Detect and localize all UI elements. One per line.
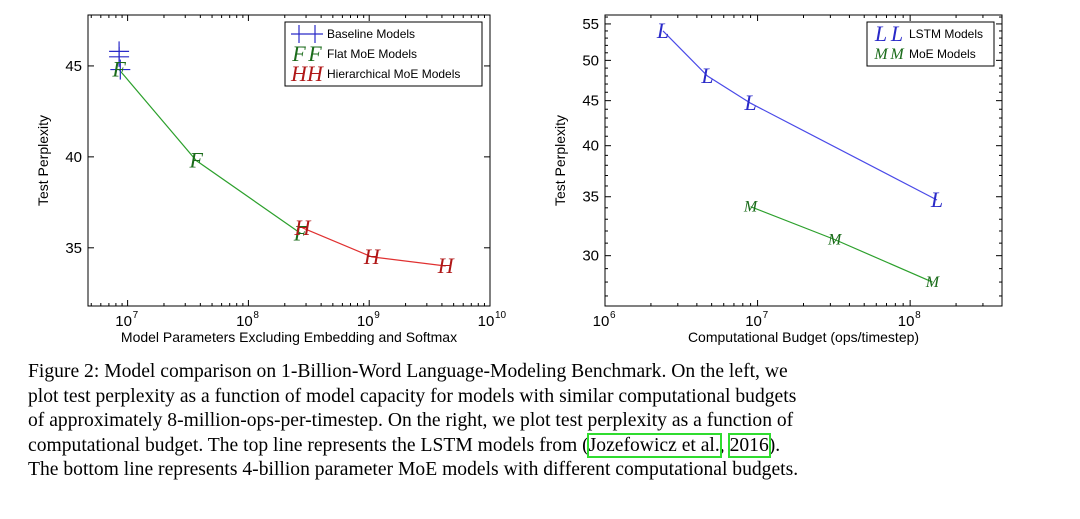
y-tick-label: 35: [582, 189, 599, 206]
y-tick-label: 40: [582, 138, 599, 155]
x-tick-label: 10: [236, 313, 253, 330]
legend-box: [284, 21, 483, 87]
x-tick-exponent: 7: [763, 310, 769, 321]
plot-frame: [87, 14, 491, 307]
data-point-marker: M: [743, 199, 759, 216]
data-point-marker: M: [925, 274, 941, 291]
legend-label: Flat MoE Models: [327, 47, 417, 61]
y-axis-label: Test Perplexity: [35, 115, 51, 206]
legend-label: Baseline Models: [327, 27, 415, 41]
caption-text: Figure 2: Model comparison on 1-Billion-…: [28, 361, 788, 382]
citation-link[interactable]: 2016: [727, 432, 771, 458]
x-tick-label: 10: [745, 313, 762, 330]
legend-swatch: M: [889, 46, 905, 63]
legend-box: [866, 21, 995, 67]
x-axis-label: Computational Budget (ops/timestep): [688, 329, 919, 345]
caption-line: of approximately 8-million-ops-per-times…: [28, 409, 1068, 434]
data-point-marker: F: [189, 148, 204, 173]
legend-swatch: L: [890, 21, 903, 46]
caption-text: The bottom line represents 4-billion par…: [28, 459, 799, 481]
legend-swatch: F: [307, 41, 322, 66]
data-point-marker: L: [656, 18, 669, 43]
x-tick-label: 10: [478, 313, 495, 330]
x-tick-exponent: 7: [133, 310, 139, 321]
x-tick-label: 10: [593, 313, 610, 330]
series-line: [750, 206, 933, 283]
data-point-marker: H: [363, 244, 381, 269]
y-tick-label: 55: [582, 16, 599, 33]
y-tick-label: 45: [65, 58, 82, 75]
x-axis-label: Model Parameters Excluding Embedding and…: [121, 329, 457, 345]
data-point-marker: L: [930, 187, 943, 212]
caption-text: of approximately 8-million-ops-per-times…: [28, 410, 794, 432]
data-point-marker: L: [743, 90, 756, 115]
citation-link[interactable]: Jozefowicz et al.: [586, 432, 722, 458]
caption-line: Figure 2: Model comparison on 1-Billion-…: [28, 360, 1068, 385]
x-tick-label: 10: [357, 313, 374, 330]
x-tick-label: 10: [898, 313, 915, 330]
series-line: [302, 227, 446, 267]
series-line: [118, 69, 301, 234]
legend-swatch: F: [291, 41, 306, 66]
data-point-plus: [109, 46, 130, 67]
legend-swatch: M: [873, 46, 889, 63]
data-point-marker: H: [437, 253, 455, 278]
x-tick-exponent: 10: [495, 310, 507, 321]
data-point-marker: F: [293, 220, 308, 245]
y-tick-label: 40: [65, 149, 82, 166]
data-point-marker: M: [827, 231, 843, 248]
caption-line: The bottom line represents 4-billion par…: [28, 458, 1068, 483]
caption-line: plot test perplexity as a function of mo…: [28, 385, 1068, 410]
x-tick-exponent: 6: [610, 310, 616, 321]
legend-swatch: H: [306, 61, 324, 86]
x-tick-label: 10: [115, 313, 132, 330]
legend-swatch: H: [290, 61, 308, 86]
y-tick-label: 45: [582, 93, 599, 110]
y-tick-label: 30: [582, 248, 599, 265]
legend-swatch: L: [874, 21, 887, 46]
caption-text: ,: [719, 434, 730, 456]
y-axis-label: Test Perplexity: [552, 115, 568, 206]
series-line: [662, 30, 938, 201]
caption-text: plot test perplexity as a function of mo…: [28, 385, 797, 407]
data-point-marker: H: [293, 215, 311, 240]
y-tick-label: 35: [65, 240, 82, 257]
legend-label: MoE Models: [909, 47, 976, 61]
caption-text: computational budget. The top line repre…: [28, 434, 589, 456]
x-tick-exponent: 9: [374, 310, 380, 321]
x-tick-exponent: 8: [915, 310, 921, 321]
y-tick-label: 50: [582, 52, 599, 69]
caption-line: computational budget. The top line repre…: [28, 432, 1068, 459]
figure-caption: Figure 2: Model comparison on 1-Billion-…: [28, 360, 1068, 483]
data-point-plus: [110, 59, 131, 80]
legend-label: LSTM Models: [909, 27, 983, 41]
data-point-marker: F: [111, 57, 126, 82]
legend-label: Hierarchical MoE Models: [327, 67, 460, 81]
x-tick-exponent: 8: [253, 310, 259, 321]
data-point-marker: L: [700, 63, 713, 88]
caption-text: ).: [768, 434, 781, 456]
